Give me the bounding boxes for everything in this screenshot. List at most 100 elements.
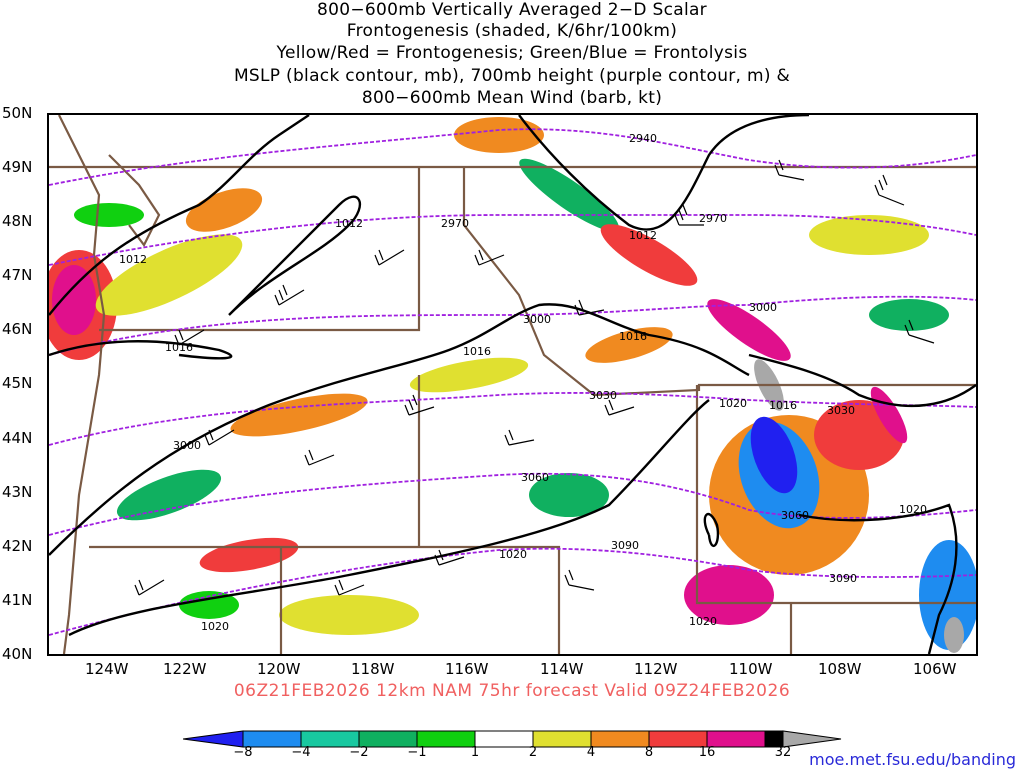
shade-blob: [600, 224, 698, 286]
lon-label-122w: 122W: [163, 660, 207, 678]
wind-barb: [404, 394, 435, 416]
credit-link[interactable]: moe.met.fsu.edu/banding: [809, 750, 1016, 769]
mslp-contour: [518, 115, 810, 231]
lon-label-110w: 110W: [729, 660, 773, 678]
height-label: 3060: [521, 471, 549, 484]
title-line-1: 800−600mb Vertically Averaged 2−D Scalar: [317, 0, 707, 20]
lat-label-47n: 47N: [2, 266, 33, 284]
shade-blob: [409, 357, 529, 393]
mslp-label: 1020: [719, 397, 747, 410]
height-contour: [49, 214, 976, 266]
border-line: [89, 545, 561, 654]
lon-label-112w: 112W: [634, 660, 678, 678]
mslp-label: 1012: [119, 253, 147, 266]
colorbar-label: 8: [644, 745, 654, 760]
wind-barb: [334, 579, 365, 596]
colorbar-label: 32: [774, 745, 792, 760]
wind-barbs: [134, 159, 935, 596]
colorbar-label: −8: [233, 745, 253, 760]
title-line-3: Yellow/Red = Frontogenesis; Green/Blue =…: [276, 43, 748, 63]
mslp-label: 1012: [335, 217, 363, 230]
lat-label-43n: 43N: [2, 483, 33, 501]
border-line: [695, 385, 976, 605]
height-contour: [49, 472, 976, 536]
wind-barb: [504, 429, 535, 446]
shade-blob: [199, 537, 299, 573]
colorbar: [183, 730, 842, 748]
mslp-label: 1020: [689, 615, 717, 628]
coastline: [58, 115, 106, 654]
mslp-contour: [748, 353, 976, 408]
shade-blob: [74, 203, 144, 227]
height-label: 3030: [827, 404, 855, 417]
frontogenesis-shading: [49, 117, 976, 653]
height-label: 3060: [781, 509, 809, 522]
shade-blob: [684, 565, 774, 625]
height-contour: [49, 392, 976, 446]
state-borders: [49, 115, 976, 654]
lat-label-46n: 46N: [2, 320, 33, 338]
mslp-contour: [49, 340, 233, 360]
mslp-contour: [68, 399, 710, 637]
mslp-label: 1012: [629, 229, 657, 242]
wind-barb: [204, 429, 235, 446]
shade-blob: [279, 595, 419, 635]
mslp-contour: [49, 303, 750, 556]
colorbar-label: 2: [528, 745, 538, 760]
coastline: [108, 154, 161, 248]
contour-labels: 1012 1012 1012 1016 1016 1016 1016 1020 …: [119, 217, 927, 633]
colorbar-label: −1: [407, 745, 427, 760]
wind-barb: [434, 549, 465, 566]
wind-barb: [774, 159, 805, 181]
lon-label-124w: 124W: [85, 660, 129, 678]
wind-barb: [874, 174, 905, 206]
mslp-contour: [228, 195, 361, 316]
height-label: 3000: [173, 439, 201, 452]
shade-blob: [230, 393, 368, 437]
shade-blob: [809, 215, 929, 255]
lat-label-49n: 49N: [2, 158, 33, 176]
colorbar-cell: [474, 730, 534, 748]
lat-label-50n: 50N: [2, 104, 33, 122]
title-line-4: MSLP (black contour, mb), 700mb height (…: [233, 66, 791, 86]
colorbar-label: −2: [349, 745, 369, 760]
lat-label-40n: 40N: [2, 645, 33, 663]
shade-blob: [750, 416, 798, 494]
lat-label-44n: 44N: [2, 429, 33, 447]
mslp-label: 1016: [463, 345, 491, 358]
height-label: 3000: [523, 313, 551, 326]
colorbar-label: 4: [586, 745, 596, 760]
lon-label-118w: 118W: [351, 660, 395, 678]
lat-label-41n: 41N: [2, 591, 33, 609]
shade-blob: [519, 158, 619, 232]
shade-blob: [454, 117, 544, 153]
lon-label-106w: 106W: [913, 660, 957, 678]
shade-blob: [185, 188, 263, 232]
shade-blob: [529, 473, 609, 517]
wind-barb: [134, 579, 165, 596]
border-line: [99, 167, 421, 332]
mslp-label: 1020: [899, 503, 927, 516]
lat-label-48n: 48N: [2, 212, 33, 230]
wind-barb: [904, 319, 935, 344]
lon-label-114w: 114W: [540, 660, 584, 678]
title-line-5: 800−600mb Mean Wind (barb, kt): [361, 88, 663, 108]
wind-barb: [174, 329, 205, 346]
wind-barb: [574, 299, 605, 316]
mslp-label: 1020: [201, 620, 229, 633]
wind-barb: [374, 249, 405, 266]
lon-label-116w: 116W: [445, 660, 489, 678]
colorbar-right-arrow: [782, 730, 842, 748]
wind-barb: [674, 204, 704, 226]
shade-blob: [116, 469, 222, 521]
colorbar-cell: [590, 730, 650, 748]
colorbar-cell: [532, 730, 592, 748]
height-contour: [49, 128, 976, 186]
height-label: 2940: [629, 132, 657, 145]
shade-blob: [707, 299, 791, 361]
height-label: 3090: [611, 539, 639, 552]
shade-blob: [179, 591, 239, 619]
wind-barb: [274, 284, 305, 306]
map-svg: 1012 1012 1012 1016 1016 1016 1016 1020 …: [49, 115, 976, 654]
height-label: 2970: [441, 217, 469, 230]
